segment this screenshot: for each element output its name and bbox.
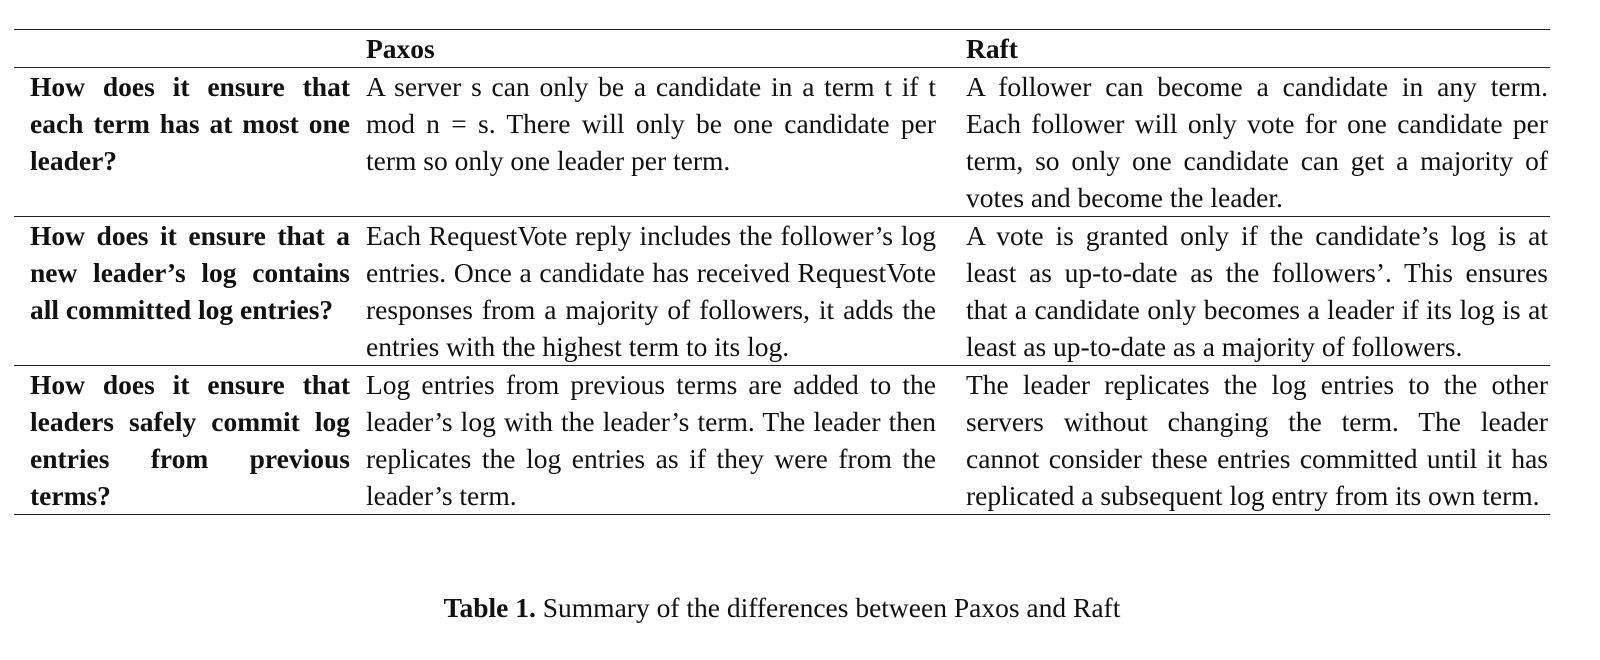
caption-label: Table 1. bbox=[443, 592, 536, 623]
raft-cell: A follower can become a candidate in any… bbox=[966, 71, 1548, 213]
table-row: How does it ensure that leaders safely c… bbox=[14, 366, 1550, 515]
paxos-cell: Each RequestVote reply includes the foll… bbox=[366, 220, 936, 362]
raft-cell: The leader replicates the log entries to… bbox=[966, 369, 1548, 511]
header-empty bbox=[14, 30, 350, 68]
table-row: How does it ensure that each term has at… bbox=[14, 68, 1550, 217]
header-row: Paxos Raft bbox=[14, 29, 1550, 68]
table-caption: Table 1. Summary of the differences betw… bbox=[0, 589, 1564, 626]
header-raft: Raft bbox=[966, 33, 1018, 64]
paxos-cell: Log entries from previous terms are adde… bbox=[366, 369, 936, 511]
row-question: How does it ensure that each term has at… bbox=[30, 71, 350, 176]
caption-text: Summary of the differences between Paxos… bbox=[542, 592, 1121, 623]
row-question: How does it ensure that leaders safely c… bbox=[30, 369, 350, 511]
comparison-table: Paxos Raft How does it ensure that each … bbox=[14, 29, 1550, 515]
header-paxos: Paxos bbox=[366, 33, 435, 64]
raft-cell: A vote is granted only if the candidate’… bbox=[966, 220, 1548, 362]
paxos-cell: A server s can only be a candidate in a … bbox=[366, 71, 936, 176]
table-row: How does it ensure that a new leader’s l… bbox=[14, 217, 1550, 366]
row-question: How does it ensure that a new leader’s l… bbox=[30, 220, 350, 325]
